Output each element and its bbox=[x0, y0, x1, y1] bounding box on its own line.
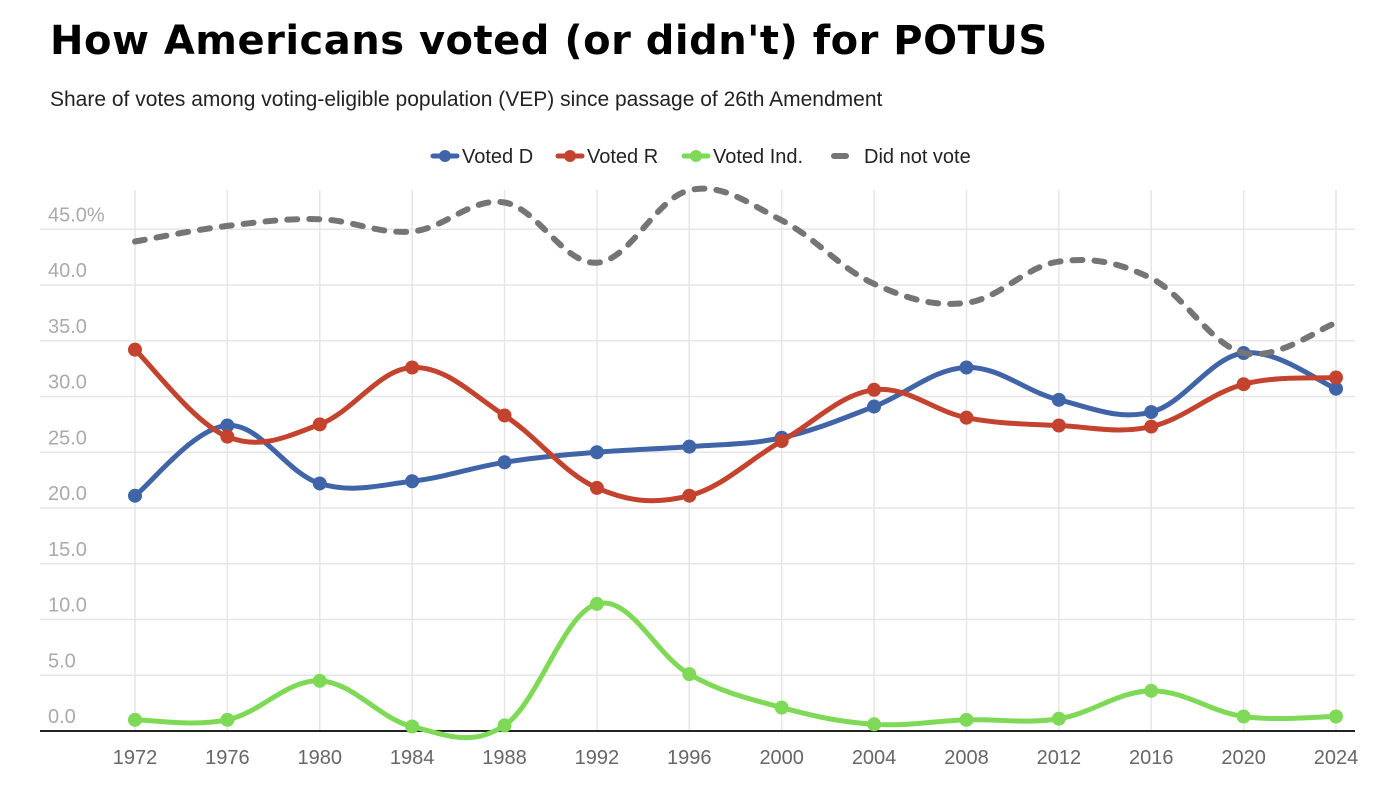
data-point[interactable] bbox=[682, 488, 697, 503]
legend-marker-icon bbox=[439, 150, 451, 162]
data-point[interactable] bbox=[128, 488, 142, 503]
y-tick-label: 30.0 bbox=[48, 372, 87, 394]
x-tick-label: 1996 bbox=[667, 747, 712, 769]
chart-title: How Americans voted (or didn't) for POTU… bbox=[50, 18, 1048, 64]
x-tick-label: 2024 bbox=[1314, 747, 1359, 769]
gridlines bbox=[40, 190, 1355, 732]
data-point[interactable] bbox=[1329, 381, 1343, 396]
data-point[interactable] bbox=[312, 673, 327, 688]
data-point[interactable] bbox=[682, 439, 697, 454]
x-tick-label: 1972 bbox=[113, 747, 158, 769]
data-point[interactable] bbox=[1051, 392, 1066, 407]
legend: Voted D Voted R Voted Ind. Did not vote bbox=[430, 146, 971, 168]
data-point[interactable] bbox=[312, 417, 327, 432]
data-point[interactable] bbox=[1144, 683, 1159, 698]
data-point[interactable] bbox=[405, 474, 420, 489]
data-point[interactable] bbox=[1236, 709, 1251, 724]
data-point[interactable] bbox=[220, 418, 235, 433]
data-point[interactable] bbox=[959, 712, 974, 727]
series-voted-d bbox=[128, 346, 1343, 503]
series-voted-ind bbox=[128, 596, 1343, 741]
series-did-not-vote bbox=[132, 185, 1339, 358]
series-lines bbox=[128, 185, 1343, 741]
data-point[interactable] bbox=[774, 434, 789, 449]
data-point[interactable] bbox=[1051, 418, 1066, 433]
legend-label: Voted R bbox=[587, 146, 658, 168]
legend-item[interactable]: Voted Ind. bbox=[681, 146, 803, 168]
data-point[interactable] bbox=[128, 342, 142, 357]
data-point[interactable] bbox=[497, 408, 512, 423]
data-point[interactable] bbox=[1144, 419, 1159, 434]
series-line bbox=[132, 600, 1339, 741]
x-tick-label: 2004 bbox=[852, 747, 897, 769]
x-tick-label: 1988 bbox=[482, 747, 527, 769]
data-point[interactable] bbox=[128, 712, 142, 727]
y-tick-label: 15.0 bbox=[48, 539, 87, 561]
data-point[interactable] bbox=[867, 399, 882, 414]
data-point[interactable] bbox=[497, 455, 512, 470]
data-point[interactable] bbox=[1236, 377, 1251, 392]
data-point[interactable] bbox=[682, 667, 697, 682]
data-point[interactable] bbox=[589, 445, 604, 460]
y-tick-label: 10.0 bbox=[48, 595, 87, 617]
y-tick-label: 5.0 bbox=[48, 650, 76, 672]
y-tick-label: 45.0% bbox=[48, 204, 105, 226]
x-tick-label: 1992 bbox=[575, 747, 620, 769]
data-point[interactable] bbox=[959, 360, 974, 375]
data-point[interactable] bbox=[867, 717, 882, 732]
x-tick-label: 2020 bbox=[1221, 747, 1266, 769]
legend-marker-icon bbox=[690, 150, 702, 162]
data-point[interactable] bbox=[405, 719, 420, 734]
data-point[interactable] bbox=[1051, 711, 1066, 726]
y-tick-label: 25.0 bbox=[48, 427, 87, 449]
data-point[interactable] bbox=[959, 410, 974, 425]
data-point[interactable] bbox=[220, 429, 235, 444]
x-tick-label: 1980 bbox=[298, 747, 343, 769]
data-point[interactable] bbox=[867, 382, 882, 397]
legend-marker-icon bbox=[564, 150, 576, 162]
y-tick-label: 40.0 bbox=[48, 260, 87, 282]
data-point[interactable] bbox=[405, 360, 420, 375]
data-point[interactable] bbox=[497, 718, 512, 733]
data-point[interactable] bbox=[1144, 405, 1159, 420]
legend-label: Did not vote bbox=[864, 146, 971, 168]
data-point[interactable] bbox=[1329, 709, 1343, 724]
y-tick-label: 20.0 bbox=[48, 483, 87, 505]
series-voted-r bbox=[128, 342, 1343, 504]
legend-item[interactable]: Voted R bbox=[555, 146, 658, 168]
series-line bbox=[132, 185, 1339, 358]
data-point[interactable] bbox=[312, 476, 327, 491]
x-tick-label: 2000 bbox=[759, 747, 804, 769]
chart-subtitle: Share of votes among voting-eligible pop… bbox=[50, 88, 883, 111]
x-tick-label: 2016 bbox=[1129, 747, 1174, 769]
data-point[interactable] bbox=[774, 700, 789, 715]
legend-label: Voted Ind. bbox=[713, 146, 803, 168]
data-point[interactable] bbox=[220, 712, 235, 727]
x-axis-ticks: 1972 1976 1980 1984 1988 1992 1996 2000 2004 2008… bbox=[113, 747, 1359, 769]
data-point[interactable] bbox=[589, 596, 604, 611]
y-tick-label: 35.0 bbox=[48, 316, 87, 338]
legend-label: Voted D bbox=[462, 146, 533, 168]
x-tick-label: 1976 bbox=[205, 747, 250, 769]
x-tick-label: 2008 bbox=[944, 747, 989, 769]
y-tick-label: 0.0 bbox=[48, 706, 76, 728]
legend-item[interactable]: Voted D bbox=[430, 146, 533, 168]
y-axis-ticks: 0.0 5.0 10.0 15.0 20.0 25.0 30.0 35.0 40.0 45.0% bbox=[48, 204, 105, 728]
x-tick-label: 2012 bbox=[1037, 747, 1082, 769]
data-point[interactable] bbox=[589, 480, 604, 495]
legend-item[interactable]: Did not vote bbox=[831, 146, 971, 168]
data-point[interactable] bbox=[1329, 370, 1343, 385]
x-tick-label: 1984 bbox=[390, 747, 435, 769]
